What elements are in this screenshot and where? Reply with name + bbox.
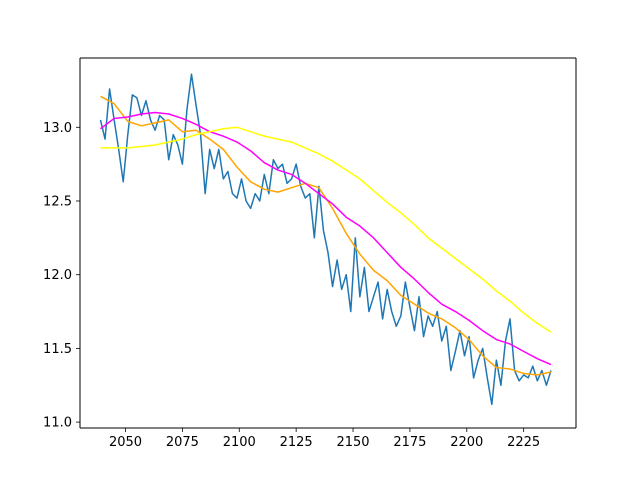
axes-layer (79, 57, 577, 429)
x-tick-label: 2100 (223, 435, 256, 450)
series-line-3 (100, 111, 552, 366)
x-tick-label: 2225 (507, 435, 540, 450)
x-tick-label: 2150 (336, 435, 369, 450)
y-tick-label: 12.5 (43, 194, 72, 209)
plot-area (80, 58, 576, 428)
x-tick-label: 2125 (280, 435, 313, 450)
x-tick-label: 2200 (450, 435, 483, 450)
y-tick-label: 13.0 (43, 121, 72, 136)
series-line-4 (100, 126, 552, 333)
series-layer (99, 73, 552, 406)
x-tick-label: 2175 (393, 435, 426, 450)
x-tick-label: 2050 (109, 435, 142, 450)
y-tick-label: 11.5 (43, 342, 72, 357)
x-tick-label: 2075 (166, 435, 199, 450)
ticks-layer: 2050 2075 2100 2125 2150 2175 2200 2225 11.0 11.5… (43, 121, 540, 450)
y-tick-label: 12.0 (43, 268, 72, 283)
y-tick-label: 11.0 (43, 416, 72, 431)
